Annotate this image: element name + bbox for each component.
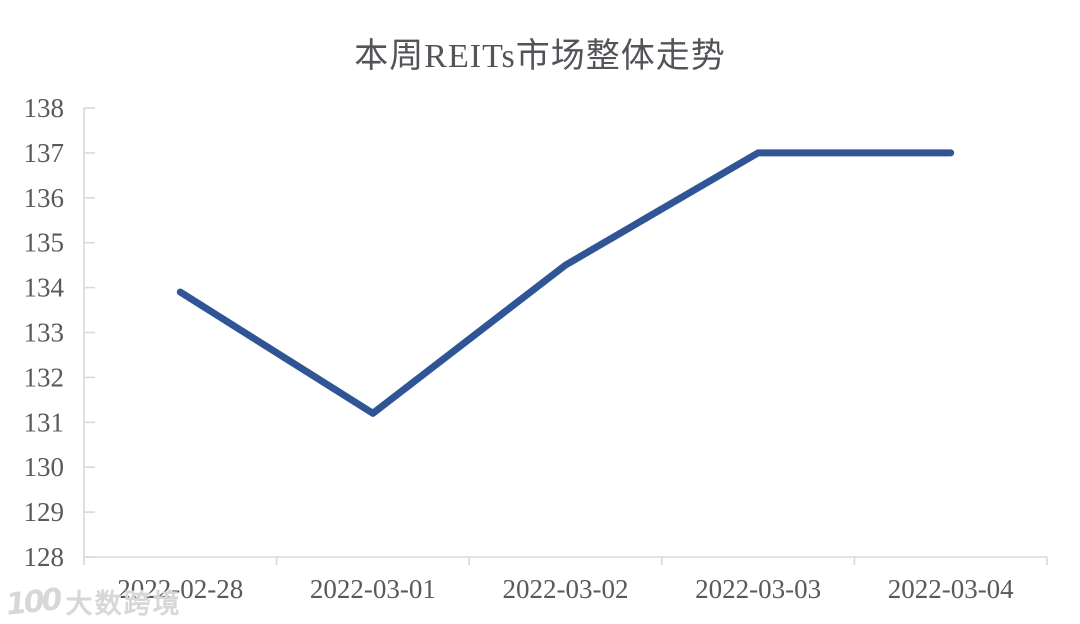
y-tick-label: 132 — [24, 362, 65, 392]
x-tick-label: 2022-03-01 — [310, 574, 436, 604]
y-tick-label: 134 — [24, 273, 65, 303]
x-tick-label: 2022-02-28 — [117, 574, 243, 604]
y-tick-label: 133 — [24, 318, 65, 348]
x-tick-label: 2022-03-04 — [888, 574, 1014, 604]
y-tick-label: 138 — [24, 93, 65, 123]
series-line — [176, 149, 955, 417]
chart-title: 本周REITs市场整体走势 — [354, 38, 726, 75]
y-tick-label: 135 — [24, 228, 65, 258]
watermark-brand-text: 大数跨境 — [65, 589, 182, 620]
y-tick-label: 130 — [24, 452, 65, 482]
y-tick-label: 137 — [24, 138, 65, 168]
y-tick-label: 131 — [24, 407, 65, 437]
y-tick-label: 129 — [24, 497, 65, 527]
watermark: 100 大数跨境 — [4, 582, 182, 623]
y-tick-label: 128 — [24, 542, 65, 572]
x-tick-label: 2022-03-02 — [503, 574, 629, 604]
y-tick-label: 136 — [24, 183, 65, 213]
brand-logo-icon: 100 — [4, 582, 62, 623]
x-tick-label: 2022-03-03 — [695, 574, 821, 604]
